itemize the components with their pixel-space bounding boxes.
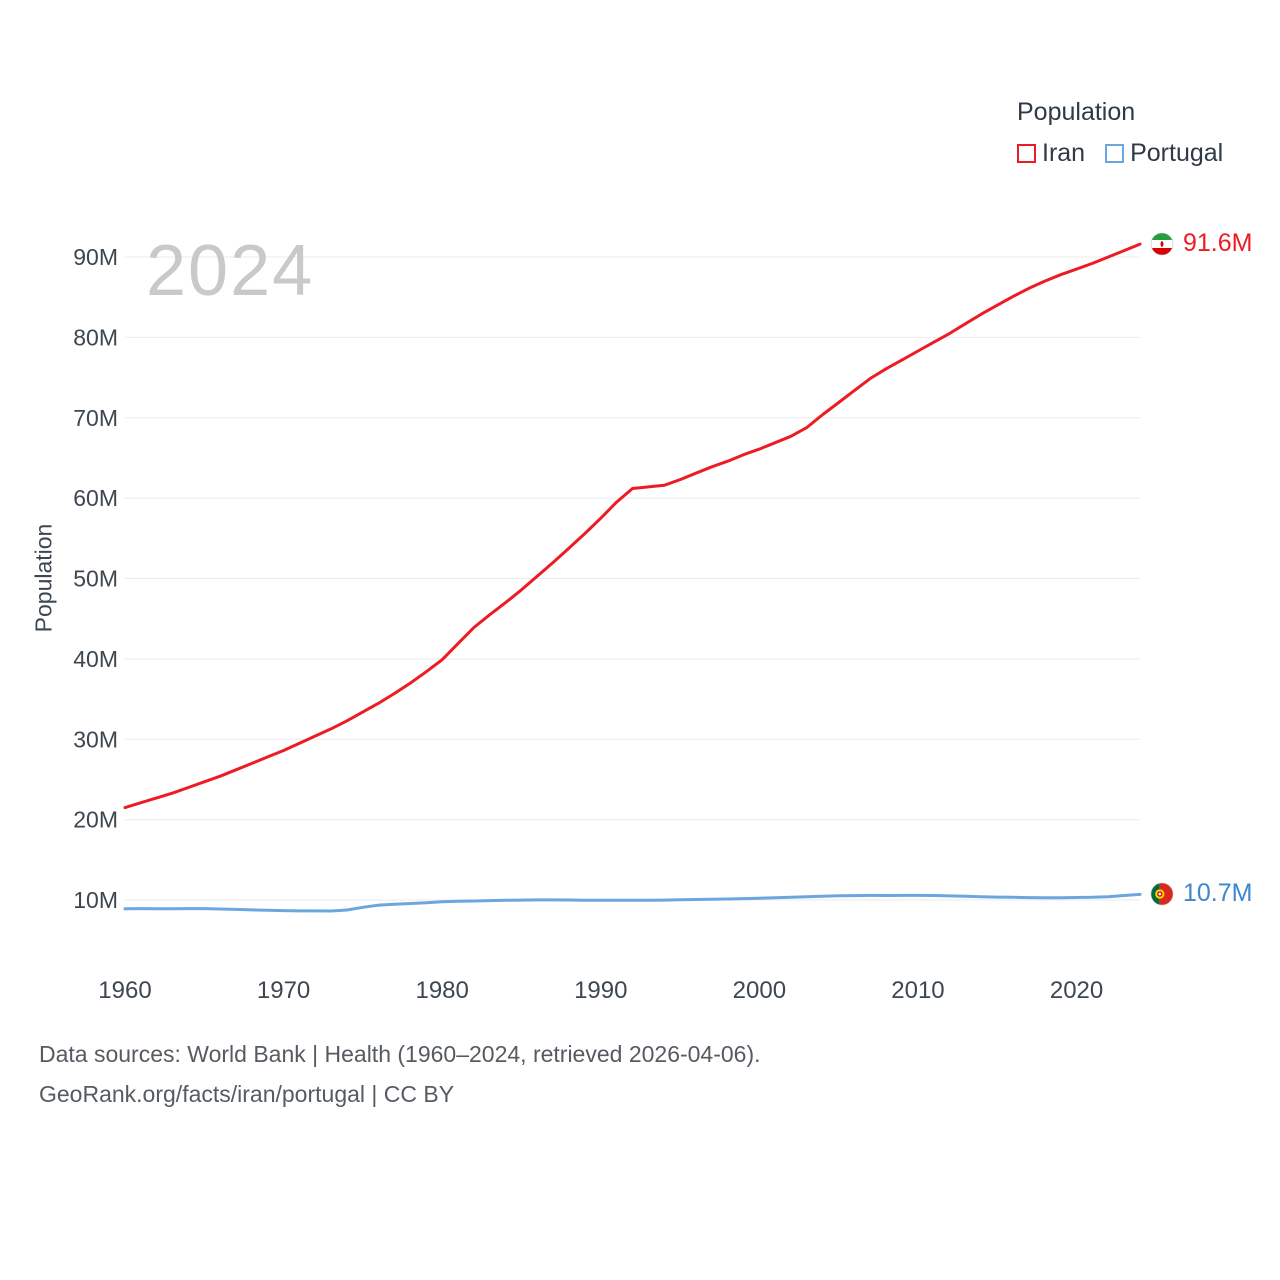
population-line-chart: 10M 20M 30M 40M 50M 60M 70M 80M 90M 1960 1970 1980 1… xyxy=(73,242,1142,1004)
y-tick-label: 40M xyxy=(73,646,118,672)
footer: Data sources: World Bank | Health (1960–… xyxy=(39,1034,761,1114)
legend-row: Iran Portugal xyxy=(1017,139,1223,168)
x-tick-label: 2000 xyxy=(733,977,786,1004)
iran-end-label: 91.6M xyxy=(1150,229,1252,258)
legend: Population Iran Portugal xyxy=(1017,98,1223,168)
y-tick-label: 30M xyxy=(73,726,118,752)
y-tick-label: 20M xyxy=(73,807,118,833)
y-tick-label: 90M xyxy=(73,244,118,270)
portugal-legend-swatch xyxy=(1105,144,1125,163)
x-tick-label: 1960 xyxy=(98,977,151,1004)
legend-item-portugal[interactable]: Portugal xyxy=(1105,139,1223,168)
series-line-iran[interactable] xyxy=(123,242,1142,810)
x-tick-label: 1990 xyxy=(574,977,627,1004)
y-tick-label: 80M xyxy=(73,324,118,350)
legend-title: Population xyxy=(1017,98,1136,126)
legend-label-iran: Iran xyxy=(1042,139,1086,167)
series-line-portugal[interactable] xyxy=(123,892,1142,913)
portugal-flag-icon xyxy=(1150,882,1174,906)
attribution-line: GeoRank.org/facts/iran/portugal | CC BY xyxy=(39,1081,455,1107)
year-watermark: 2024 xyxy=(146,231,315,311)
y-tick-label: 50M xyxy=(73,566,118,592)
iran-legend-swatch xyxy=(1017,144,1036,163)
legend-item-iran[interactable]: Iran xyxy=(1017,139,1085,168)
x-tick-label: 2010 xyxy=(891,977,944,1004)
x-tick-label: 1980 xyxy=(415,977,468,1004)
portugal-end-label: 10.7M xyxy=(1150,879,1252,908)
y-axis-title: Population xyxy=(30,523,57,633)
y-tick-label: 10M xyxy=(73,887,118,913)
data-sources-line: Data sources: World Bank | Health (1960–… xyxy=(39,1041,761,1067)
y-tick-label: 60M xyxy=(73,485,118,511)
x-tick-label: 2020 xyxy=(1050,977,1103,1004)
x-tick-label: 1970 xyxy=(257,977,310,1004)
legend-label-portugal: Portugal xyxy=(1130,139,1224,167)
iran-flag-icon xyxy=(1150,232,1174,255)
iran-end-value: 91.6M xyxy=(1183,229,1253,258)
y-tick-label: 70M xyxy=(73,405,118,431)
portugal-end-value: 10.7M xyxy=(1183,879,1253,908)
